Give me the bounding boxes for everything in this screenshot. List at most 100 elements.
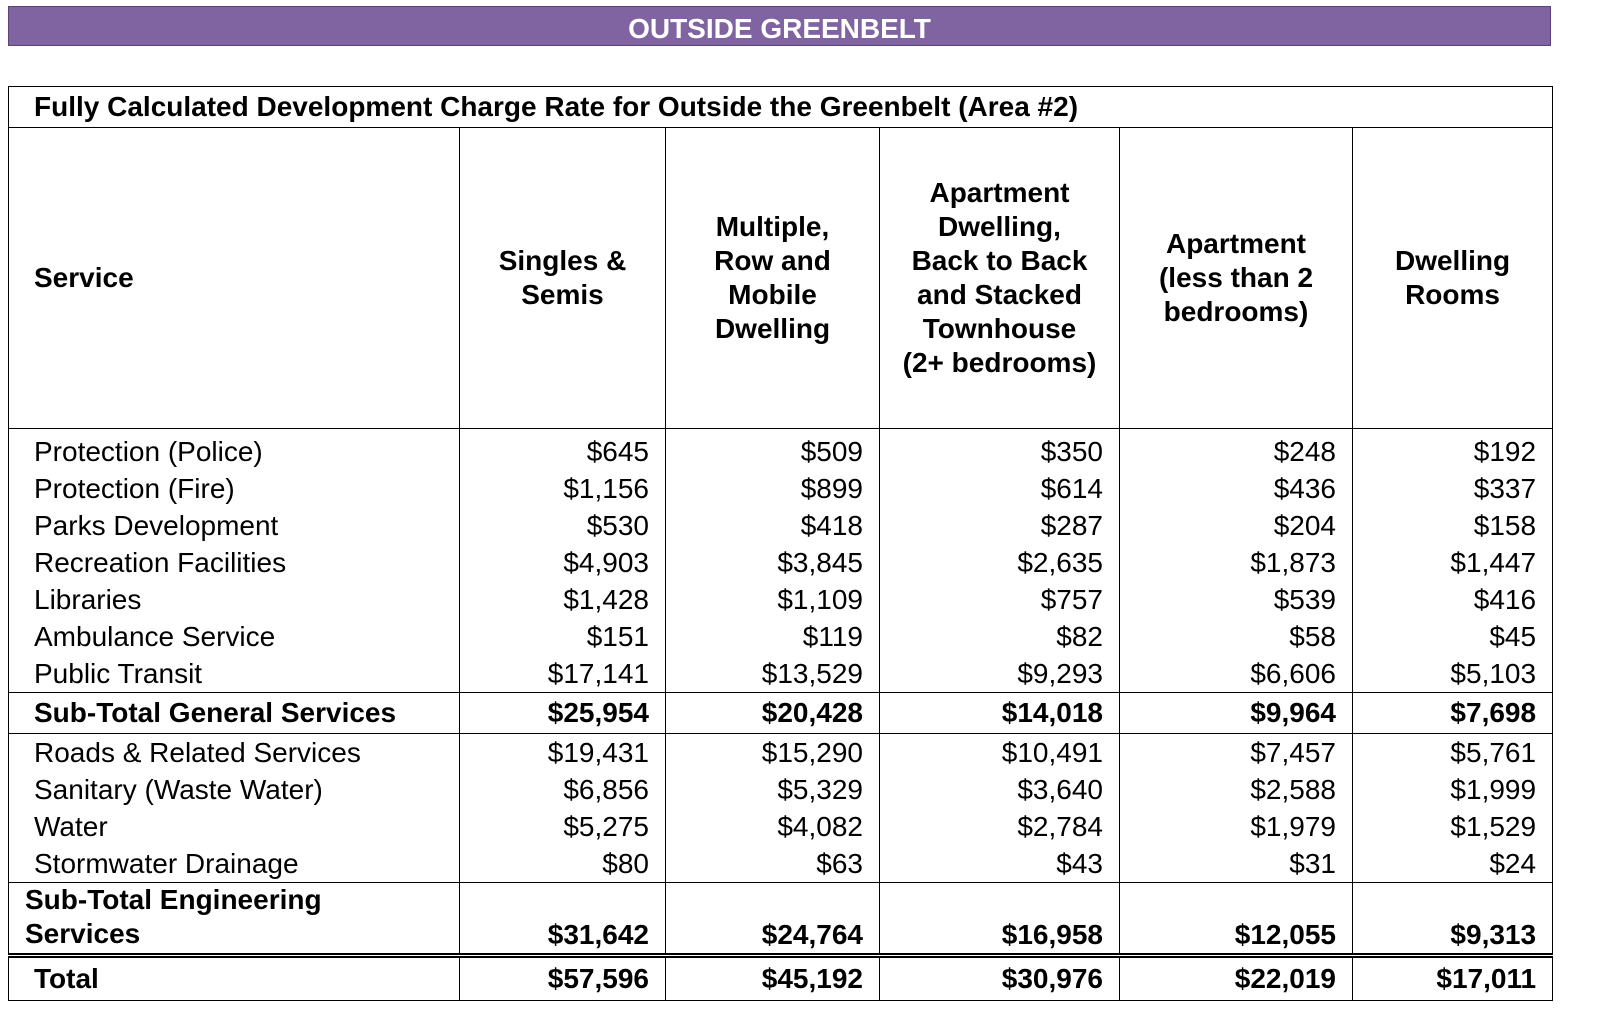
charge-value: $63 — [665, 845, 880, 883]
charge-value: $119 — [665, 618, 880, 655]
charge-value: $17,141 — [459, 655, 666, 693]
subtotal-value: $9,313 — [1351, 882, 1554, 956]
charge-value: $24 — [1351, 845, 1554, 883]
charge-value: $6,856 — [459, 771, 666, 808]
column-header-apartment-2plus: Apartment Dwelling, Back to Back and Sta… — [879, 127, 1120, 429]
column-header-singles-semis: Singles & Semis — [459, 127, 666, 429]
subtotal-label: Sub-Total General Services — [8, 692, 460, 734]
charge-value: $1,156 — [459, 470, 666, 507]
column-header-dwelling-rooms: Dwelling Rooms — [1351, 127, 1554, 429]
table-row: Protection (Police) $645 $509 $350 $248 … — [8, 428, 1554, 470]
charge-value: $350 — [879, 428, 1120, 470]
charge-value: $43 — [879, 845, 1120, 883]
total-value: $17,011 — [1351, 953, 1554, 1001]
column-header-multiple-row-mobile: Multiple, Row and Mobile Dwelling — [665, 127, 880, 429]
charge-value: $248 — [1119, 428, 1353, 470]
charge-value: $5,329 — [665, 771, 880, 808]
subtotal-general-row: Sub-Total General Services $25,954 $20,4… — [8, 692, 1554, 734]
charge-value: $158 — [1351, 507, 1554, 544]
column-header-label: Apartment Dwelling, Back to Back and Sta… — [902, 177, 1097, 378]
table-row: Public Transit $17,141 $13,529 $9,293 $6… — [8, 655, 1554, 693]
column-header-label: Singles & Semis — [498, 245, 627, 310]
charge-value: $416 — [1351, 581, 1554, 618]
subtotal-value: $24,764 — [665, 882, 880, 956]
charge-value: $10,491 — [879, 733, 1120, 771]
charge-value: $7,457 — [1119, 733, 1353, 771]
charge-value: $539 — [1119, 581, 1353, 618]
charge-value: $2,588 — [1119, 771, 1353, 808]
header-row: Service Singles & Semis Multiple, Row an… — [8, 127, 1554, 429]
column-header-label: Multiple, Row and Mobile Dwelling — [714, 211, 831, 344]
charge-value: $1,529 — [1351, 808, 1554, 845]
charge-value: $757 — [879, 581, 1120, 618]
charge-value: $1,873 — [1119, 544, 1353, 581]
service-name: Sanitary (Waste Water) — [8, 771, 460, 808]
total-value: $22,019 — [1119, 953, 1353, 1001]
subtotal-value: $14,018 — [879, 692, 1120, 734]
column-header-label: Apartment (less than 2 bedrooms) — [1158, 228, 1314, 327]
charge-value: $9,293 — [879, 655, 1120, 693]
subtotal-label: Sub-Total Engineering Services — [8, 882, 460, 956]
charge-value: $509 — [665, 428, 880, 470]
service-name: Stormwater Drainage — [8, 845, 460, 883]
table-row: Libraries $1,428 $1,109 $757 $539 $416 — [8, 581, 1554, 618]
subtotal-value: $16,958 — [879, 882, 1120, 956]
charge-value: $614 — [879, 470, 1120, 507]
column-header-label: Dwelling Rooms — [1394, 245, 1511, 310]
charge-value: $5,761 — [1351, 733, 1554, 771]
subtotal-value: $25,954 — [459, 692, 666, 734]
table-row: Parks Development $530 $418 $287 $204 $1… — [8, 507, 1554, 544]
subtotal-value: $20,428 — [665, 692, 880, 734]
table-row: Ambulance Service $151 $119 $82 $58 $45 — [8, 618, 1554, 655]
total-value: $57,596 — [459, 953, 666, 1001]
charge-value: $3,845 — [665, 544, 880, 581]
charge-value: $2,635 — [879, 544, 1120, 581]
subtotal-engineering-row: Sub-Total Engineering Services $31,642 $… — [8, 882, 1554, 956]
charge-value: $5,103 — [1351, 655, 1554, 693]
charge-value: $1,428 — [459, 581, 666, 618]
charge-value: $19,431 — [459, 733, 666, 771]
column-header-apartment-less-than-2: Apartment (less than 2 bedrooms) — [1119, 127, 1353, 429]
charge-value: $4,082 — [665, 808, 880, 845]
subtotal-value: $9,964 — [1119, 692, 1353, 734]
subtotal-value: $7,698 — [1351, 692, 1554, 734]
service-name: Libraries — [8, 581, 460, 618]
subtotal-value: $12,055 — [1119, 882, 1353, 956]
total-label: Total — [8, 953, 460, 1001]
charge-value: $1,109 — [665, 581, 880, 618]
table-title: Fully Calculated Development Charge Rate… — [7, 86, 1554, 128]
charge-value: $645 — [459, 428, 666, 470]
service-name: Protection (Police) — [8, 428, 460, 470]
charge-value: $1,979 — [1119, 808, 1353, 845]
table-row: Sanitary (Waste Water) $6,856 $5,329 $3,… — [8, 771, 1554, 808]
charge-value: $530 — [459, 507, 666, 544]
charge-value: $15,290 — [665, 733, 880, 771]
table-row: Stormwater Drainage $80 $63 $43 $31 $24 — [8, 845, 1554, 883]
charge-value: $82 — [879, 618, 1120, 655]
subtotal-value: $31,642 — [459, 882, 666, 956]
service-name: Protection (Fire) — [8, 470, 460, 507]
service-name: Water — [8, 808, 460, 845]
total-value: $45,192 — [665, 953, 880, 1001]
service-name: Ambulance Service — [8, 618, 460, 655]
service-column-header: Service — [8, 127, 460, 429]
charge-value: $1,999 — [1351, 771, 1554, 808]
charge-value: $436 — [1119, 470, 1353, 507]
charge-value: $418 — [665, 507, 880, 544]
charge-value: $1,447 — [1351, 544, 1554, 581]
charge-value: $899 — [665, 470, 880, 507]
charge-value: $13,529 — [665, 655, 880, 693]
service-name: Recreation Facilities — [8, 544, 460, 581]
charge-value: $2,784 — [879, 808, 1120, 845]
charge-value: $45 — [1351, 618, 1554, 655]
charge-value: $4,903 — [459, 544, 666, 581]
total-row: Total $57,596 $45,192 $30,976 $22,019 $1… — [8, 953, 1554, 1001]
charge-value: $5,275 — [459, 808, 666, 845]
service-name: Roads & Related Services — [8, 733, 460, 771]
charge-value: $3,640 — [879, 771, 1120, 808]
service-name: Parks Development — [8, 507, 460, 544]
charge-value: $58 — [1119, 618, 1353, 655]
service-name: Public Transit — [8, 655, 460, 693]
charge-value: $337 — [1351, 470, 1554, 507]
charge-value: $192 — [1351, 428, 1554, 470]
